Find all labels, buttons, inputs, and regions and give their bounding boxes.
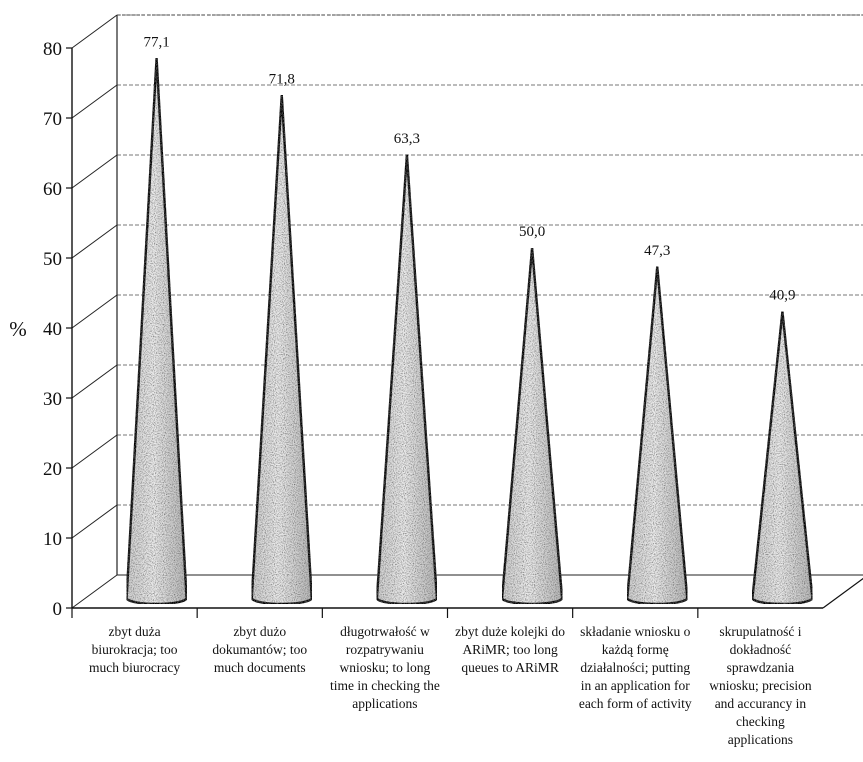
category-label-line: queues to ARiMR — [461, 660, 559, 675]
side-wall-line — [71, 154, 118, 189]
cone-bar — [751, 310, 814, 606]
category-label: skrupulatność i dokładność sprawdzania wnio… — [709, 624, 812, 747]
category-label-line: sprawdzania — [727, 660, 794, 675]
y-tick-label: 30 — [43, 389, 62, 410]
category-label-line: zbyt duże kolejki do — [455, 624, 565, 639]
cone-body — [125, 57, 188, 606]
category-label-line: applications — [728, 732, 793, 747]
cone-bar — [250, 94, 313, 606]
category-label-line: checking — [736, 714, 785, 729]
category-label: zbyt dużo dokumantów; too much documents — [212, 624, 307, 675]
side-wall-line — [71, 84, 118, 119]
category-label-line: applications — [352, 696, 417, 711]
category-label-line: wniosku; precision — [709, 678, 812, 693]
side-wall-line — [71, 364, 118, 399]
category-label-line: skrupulatność i — [719, 624, 801, 639]
axes-layer: 0 10 20 30 40 50 60 70 80 — [43, 14, 863, 620]
category-label-line: składanie wniosku o — [580, 624, 690, 639]
y-axis-label: % — [9, 317, 27, 341]
value-label: 63,3 — [394, 131, 420, 147]
category-label-line: and accurancy in — [715, 696, 807, 711]
cone-bar — [375, 153, 439, 606]
category-label-line: dokładność — [730, 642, 792, 657]
category-label-line: much biurocracy — [89, 660, 180, 675]
y-tick-label: 20 — [43, 459, 62, 480]
y-tick-label: 40 — [43, 319, 62, 340]
category-label-line: each form of activity — [579, 696, 692, 711]
cones-layer — [125, 57, 814, 606]
category-label-line: każdą formę — [602, 642, 669, 657]
category-label: zbyt duża biurokracja; too much biurocracy — [89, 624, 180, 675]
cone-body — [626, 265, 689, 606]
category-label-line: time in checking the — [330, 678, 440, 693]
category-label: długotrwałość w rozpatrywaniu wniosku; to … — [330, 624, 440, 711]
side-wall-line — [71, 504, 118, 539]
side-wall-line — [71, 574, 118, 609]
y-tick-label: 50 — [43, 249, 62, 270]
category-label: zbyt duże kolejki do ARiMR; too long queue… — [455, 624, 565, 675]
category-label-line: biurokracja; too — [92, 642, 178, 657]
side-wall-line — [71, 294, 118, 329]
y-tick-label: 60 — [43, 179, 62, 200]
value-label: 47,3 — [644, 243, 670, 259]
category-label-line: much documents — [214, 660, 306, 675]
cone-body — [375, 153, 439, 606]
value-label: 71,8 — [269, 71, 295, 87]
category-label-line: dokumantów; too — [212, 642, 307, 657]
side-wall-line — [71, 224, 118, 259]
category-label: składanie wniosku o każdą formę działalnoś… — [579, 624, 692, 711]
category-label-line: długotrwałość w — [340, 624, 430, 639]
floor-right-edge — [822, 577, 863, 609]
value-label: 77,1 — [143, 34, 169, 50]
category-label-line: ARiMR; too long — [462, 642, 558, 657]
cone-body — [500, 246, 564, 606]
cone-body — [751, 310, 814, 606]
y-tick-label: 10 — [43, 529, 62, 550]
value-label: 40,9 — [769, 288, 795, 304]
y-tick-label: 70 — [43, 109, 62, 130]
category-label-line: in an application for — [581, 678, 691, 693]
cone-body — [250, 94, 313, 606]
value-label: 50,0 — [519, 224, 545, 240]
labels-layer: % 77,1 zbyt duża biurokracja; too much biuro… — [9, 34, 812, 747]
category-label-line: zbyt duża — [109, 624, 161, 639]
category-label-line: działalności; putting — [580, 660, 690, 675]
category-label-line: zbyt dużo — [233, 624, 286, 639]
side-wall-line — [71, 434, 118, 469]
y-tick-label: 0 — [53, 599, 63, 620]
cone-bar — [500, 246, 564, 606]
category-label-line: wniosku; to long — [340, 660, 431, 675]
cone-bar — [626, 265, 689, 606]
cone-bar — [125, 57, 188, 606]
y-tick-label: 80 — [43, 39, 62, 60]
category-label-line: rozpatrywaniu — [346, 642, 424, 657]
side-wall-line — [71, 14, 118, 49]
